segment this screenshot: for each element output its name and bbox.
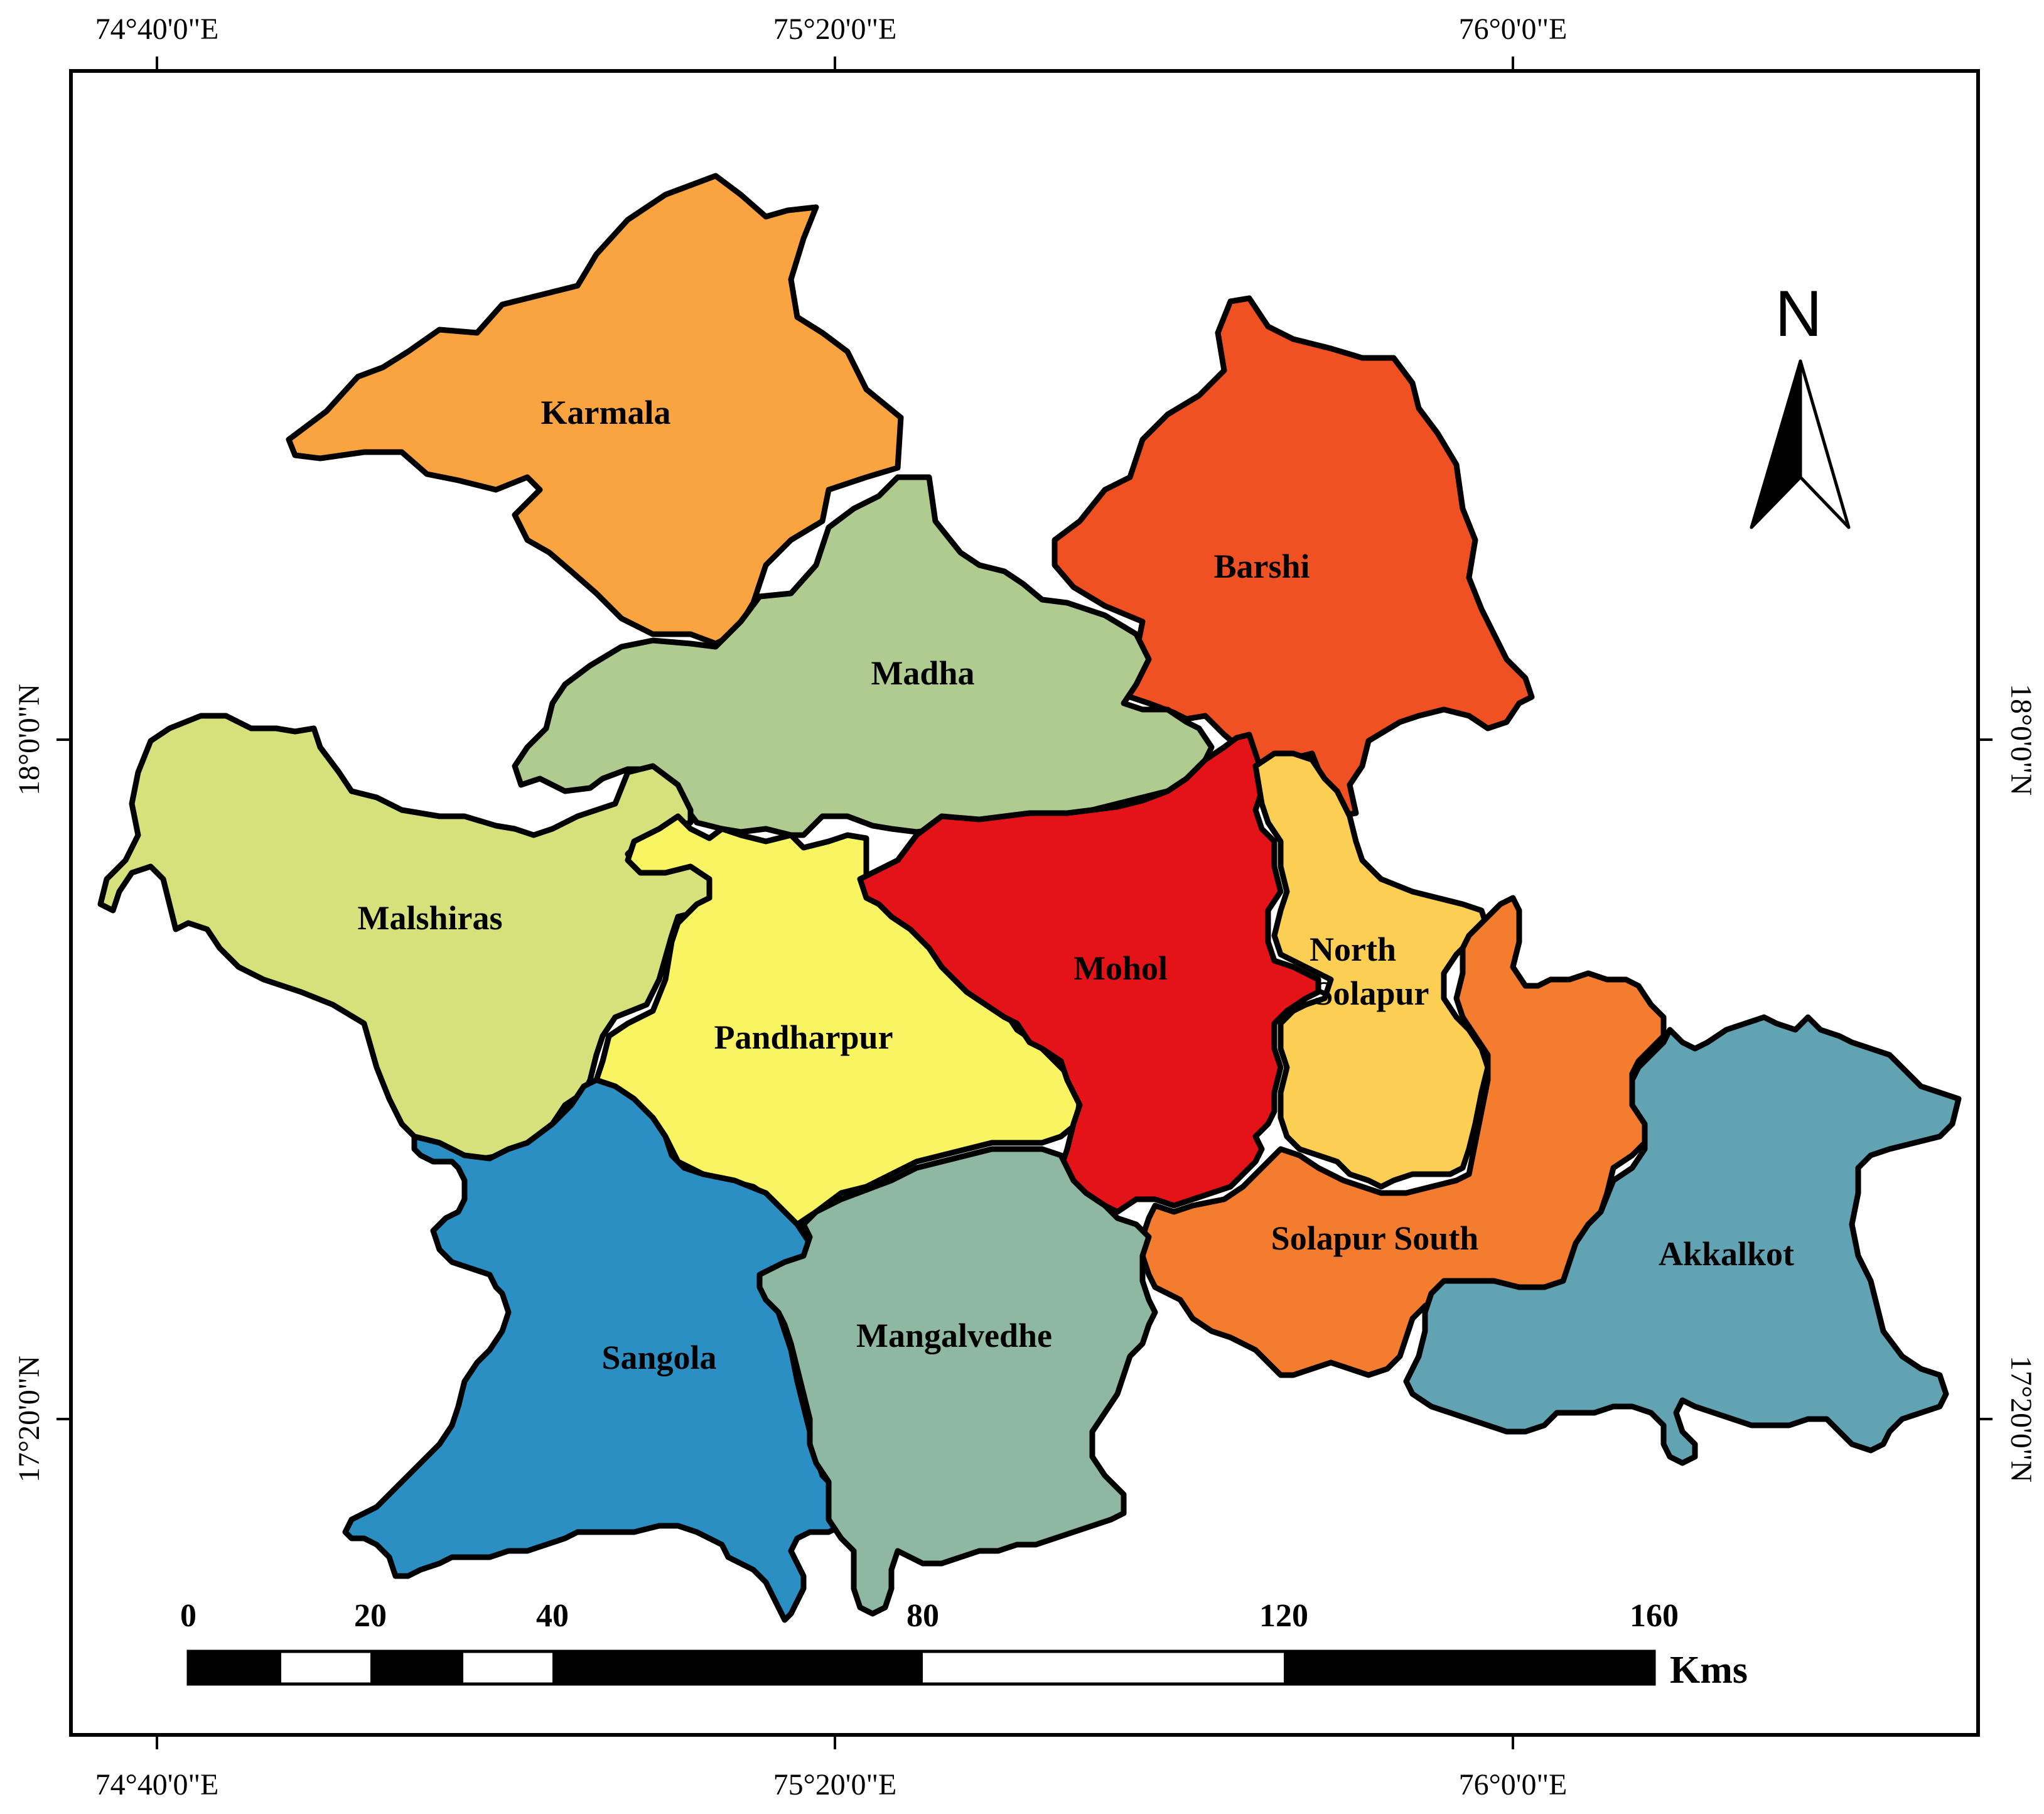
scale-unit-label: Kms	[1670, 1649, 1748, 1692]
region-mangalvedhe[interactable]	[756, 1146, 1158, 1617]
scale-seg-7	[1284, 1651, 1654, 1684]
scale-tick-40: 40	[536, 1598, 569, 1634]
region-sangola[interactable]	[342, 1077, 844, 1623]
label-mangalvedhe: Mangalvedhe	[856, 1317, 1052, 1354]
scale-seg-1	[188, 1651, 281, 1684]
label-barshi: Barshi	[1213, 548, 1310, 585]
label-solapur-south: Solapur South	[1271, 1219, 1479, 1257]
scale-seg-3	[370, 1651, 463, 1684]
taluka-regions	[97, 173, 1962, 1623]
region-karmala[interactable]	[286, 173, 904, 647]
region-akkalkot[interactable]	[1403, 1014, 1962, 1466]
region-pandharpur[interactable]	[593, 813, 1083, 1228]
region-malshiras[interactable]	[97, 713, 719, 1165]
bottom-lon-label-1: 74°40'0"E	[95, 1768, 219, 1801]
scale-tick-120: 120	[1259, 1598, 1308, 1634]
right-lat-label-1: 18°0'0"N	[2004, 684, 2038, 796]
bottom-lon-label-2: 75°20'0"E	[773, 1768, 897, 1801]
label-sangola: Sangola	[601, 1339, 716, 1376]
taluka-labels: Karmala Barshi Madha Malshiras Pandharpu…	[357, 394, 1794, 1376]
label-north-solapur-line2: Solapur	[1314, 974, 1429, 1012]
label-mohol: Mohol	[1073, 949, 1168, 987]
region-mohol[interactable]	[857, 732, 1321, 1215]
region-solapur-south[interactable]	[1139, 895, 1667, 1378]
scale-tick-0: 0	[180, 1598, 196, 1634]
label-madha: Madha	[871, 654, 974, 692]
left-lat-label-2: 17°20'0"N	[13, 1356, 46, 1482]
scale-bar: 0 20 40 80 120 160 Kms	[180, 1598, 1748, 1692]
north-arrow-label: N	[1775, 278, 1822, 350]
scale-tick-20: 20	[354, 1598, 387, 1634]
region-north-solapur[interactable]	[1252, 750, 1491, 1190]
top-lon-label-2: 75°20'0"E	[773, 13, 897, 46]
label-karmala: Karmala	[541, 394, 671, 431]
right-lat-label-2: 17°20'0"N	[2004, 1356, 2038, 1482]
north-arrow-right-half	[1799, 359, 1851, 529]
north-arrow: N	[1750, 278, 1851, 529]
scale-tick-80: 80	[906, 1598, 939, 1634]
left-lat-label-1: 18°0'0"N	[13, 684, 46, 796]
label-akkalkot: Akkalkot	[1659, 1235, 1794, 1273]
label-pandharpur: Pandharpur	[714, 1018, 893, 1056]
graticule-ticks	[56, 57, 1993, 1749]
label-north-solapur-line1: North	[1310, 931, 1396, 968]
top-lon-label-1: 74°40'0"E	[95, 13, 219, 46]
bottom-lon-label-3: 76°0'0"E	[1459, 1768, 1568, 1801]
label-malshiras: Malshiras	[357, 899, 502, 937]
scale-seg-5	[552, 1651, 923, 1684]
top-lon-label-3: 76°0'0"E	[1459, 13, 1568, 46]
scale-tick-160: 160	[1630, 1598, 1679, 1634]
